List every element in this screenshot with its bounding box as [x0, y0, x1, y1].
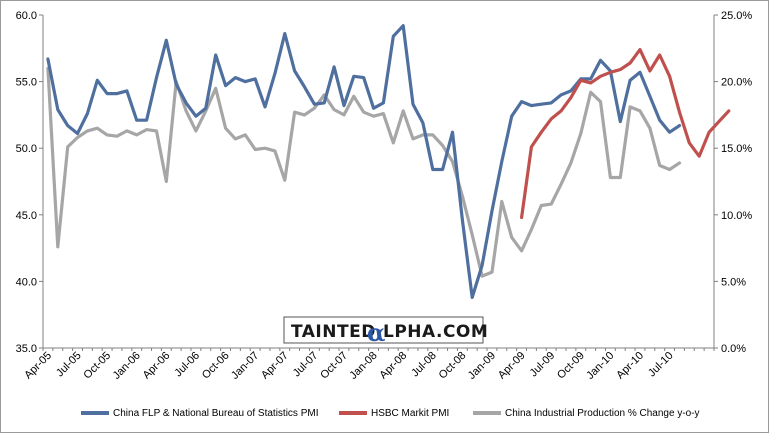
- legend-item-industrial-production: China Industrial Production % Change y-o…: [473, 408, 700, 419]
- y2-tick-label: 20.0%: [721, 77, 752, 89]
- watermark-box: [283, 316, 484, 344]
- watermark-alpha: α: [367, 318, 385, 347]
- x-tick-label: Oct-08: [437, 350, 469, 382]
- y-axis-right: 0.0% 5.0% 10.0% 15.0% 20.0% 25.0%: [714, 10, 752, 355]
- x-tick-label: Jan-10: [584, 350, 616, 382]
- watermark-prefix: TAINTED: [291, 322, 376, 342]
- x-tick-label: Jul-09: [528, 350, 558, 380]
- y-tick-label: 35.0: [16, 343, 37, 355]
- y2-tick-label: 15.0%: [721, 143, 752, 155]
- x-tick-label: Apr-09: [496, 350, 528, 382]
- x-tick-label: Jan-09: [466, 350, 498, 382]
- y-tick-label: 50.0: [16, 143, 37, 155]
- y-tick-label: 60.0: [16, 10, 37, 22]
- series-line-2: [46, 66, 682, 278]
- legend: China FLP & National Bureau of Statistic…: [81, 408, 700, 419]
- x-tick-label: Jul-08: [409, 350, 439, 380]
- legend-item-hsbc-pmi: HSBC Markit PMI: [339, 408, 449, 419]
- x-tick-label: Jan-06: [111, 350, 143, 382]
- y2-tick-label: 25.0%: [721, 10, 752, 22]
- x-tick-label: Apr-07: [259, 350, 291, 382]
- y2-tick-label: 0.0%: [721, 343, 746, 355]
- y2-tick-label: 10.0%: [721, 210, 752, 222]
- x-tick-label: Jul-07: [291, 350, 321, 380]
- legend-label: China FLP & National Bureau of Statistic…: [113, 408, 318, 419]
- watermark-logo: TAINTED α LPHA.COM: [283, 316, 488, 347]
- series-lines: [46, 24, 731, 299]
- series-line-1: [519, 47, 731, 220]
- x-tick-label: Oct-06: [200, 350, 232, 382]
- y-tick-label: 45.0: [16, 210, 37, 222]
- watermark-suffix: LPHA.COM: [383, 322, 488, 342]
- series-line-0: [46, 24, 682, 299]
- x-tick-label: Apr-06: [141, 350, 173, 382]
- x-tick-label: Jan-08: [347, 350, 379, 382]
- legend-label: HSBC Markit PMI: [371, 408, 449, 419]
- plot-area: [42, 15, 715, 349]
- legend-label: China Industrial Production % Change y-o…: [505, 408, 700, 419]
- x-tick-label: Oct-05: [81, 350, 113, 382]
- x-tick-label: Apr-08: [377, 350, 409, 382]
- x-tick-label: Oct-09: [555, 350, 587, 382]
- y2-tick-label: 5.0%: [721, 276, 746, 288]
- y-axis-left: 35.0 40.0 45.0 50.0 55.0 60.0: [16, 10, 43, 355]
- x-tick-label: Jul-06: [172, 350, 202, 380]
- legend-item-nbs-pmi: China FLP & National Bureau of Statistic…: [81, 408, 318, 419]
- y-tick-label: 55.0: [16, 77, 37, 89]
- x-tick-label: Jul-05: [54, 350, 84, 380]
- x-tick-label: Oct-07: [318, 350, 350, 382]
- x-tick-label: Apr-10: [614, 350, 646, 382]
- x-tick-label: Jan-07: [229, 350, 261, 382]
- y-tick-label: 40.0: [16, 276, 37, 288]
- x-tick-label: Jul-10: [646, 350, 676, 380]
